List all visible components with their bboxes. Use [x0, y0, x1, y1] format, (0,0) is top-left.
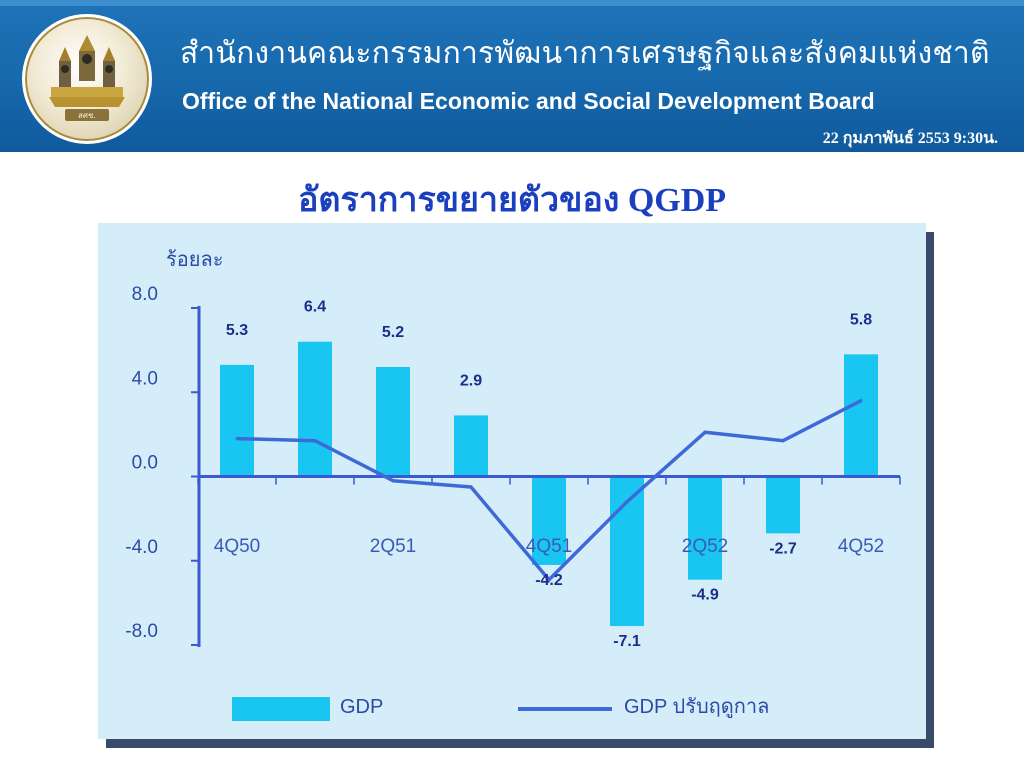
x-tick-label-4Q51: 4Q51	[526, 536, 572, 557]
y-axis-label: ร้อยละ	[166, 249, 223, 271]
x-tick-label-2Q51: 2Q51	[370, 536, 416, 557]
gdp-bar-1Q52	[610, 476, 644, 627]
nesdb-emblem-icon: สศช.	[49, 35, 125, 121]
category-labels: 4Q50 2Q51 4Q51 2Q52 4Q52	[214, 536, 884, 557]
gdp-sa-point-2Q52	[703, 430, 707, 434]
bar-value-label-1Q52: -7.1	[613, 633, 641, 650]
nesdb-logo: สศช.	[22, 14, 152, 144]
y-tick-label: -8.0	[125, 621, 158, 642]
gdp-bar-2Q52	[688, 476, 722, 580]
org-name-thai: สำนักงานคณะกรรมการพัฒนาการเศรษฐกิจและสัง…	[180, 36, 990, 71]
gdp-sa-point-4Q52	[859, 399, 863, 403]
gdp-sa-point-2Q51	[391, 479, 395, 483]
gdp-bar-3Q51	[454, 415, 488, 477]
y-tick-label: 4.0	[132, 368, 158, 389]
gdp-bar-4Q51	[532, 476, 566, 565]
x-tick-label-4Q52: 4Q52	[838, 536, 884, 557]
gdp-sa-point-3Q52	[781, 439, 785, 443]
svg-text:สศช.: สศช.	[78, 111, 96, 120]
bar-value-label-3Q52: -2.7	[769, 540, 797, 557]
y-axis-ticks: 8.0 4.0 0.0 -4.0 -8.0	[125, 284, 199, 646]
legend-label-gdp: GDP	[340, 696, 383, 718]
header-banner: สศช. สำนักงานคณะกรรมการพัฒนาการเศรษฐกิจแ…	[0, 0, 1024, 152]
gdp-bar-4Q50	[220, 364, 254, 477]
x-tick-label-2Q52: 2Q52	[682, 536, 728, 557]
org-name-english: Office of the National Economic and Soci…	[182, 88, 875, 114]
header-top-stripe	[0, 0, 1024, 6]
bar-value-label-4Q51: -4.2	[535, 572, 563, 589]
chart-axes	[197, 306, 901, 647]
chart-legend: GDP GDP ปรับฤดูกาล	[232, 696, 769, 721]
bar-value-labels: 5.3 6.4 5.2 2.9 -4.2 -7.1 -4.9 -2.7 5.8	[226, 299, 872, 650]
gdp-sa-point-1Q51	[313, 439, 317, 443]
gdp-bars	[220, 341, 878, 627]
gdp-sa-point-3Q51	[469, 485, 473, 489]
gdp-bar-3Q52	[766, 476, 800, 534]
gdp-bar-4Q52	[844, 354, 878, 477]
gdp-sa-point-4Q51	[547, 578, 551, 582]
gdp-sa-point-4Q50	[235, 437, 239, 441]
gdp-bar-2Q51	[376, 366, 410, 477]
y-tick-label: 0.0	[132, 453, 158, 474]
legend-label-gdp-sa: GDP ปรับฤดูกาล	[624, 696, 769, 719]
bar-value-label-2Q52: -4.9	[691, 587, 719, 604]
y-tick-label: -4.0	[125, 537, 158, 558]
bar-value-label-4Q50: 5.3	[226, 322, 248, 339]
gdp-sa-point-1Q52	[625, 500, 629, 504]
bar-value-label-1Q51: 6.4	[304, 299, 326, 316]
bar-value-label-2Q51: 5.2	[382, 324, 404, 341]
seasonally-adjusted-line	[235, 399, 863, 582]
gdp-bar-1Q51	[298, 341, 332, 477]
slide-title: อัตราการขยายตัวของ QGDP	[297, 182, 727, 219]
bar-value-label-3Q51: 2.9	[460, 372, 482, 389]
y-tick-label: 8.0	[132, 284, 158, 305]
x-tick-label-4Q50: 4Q50	[214, 536, 260, 557]
legend-swatch-gdp	[232, 697, 330, 721]
date-stamp: 22 กุมภาพันธ์ 2553 9:30น.	[822, 130, 998, 147]
bar-value-label-4Q52: 5.8	[850, 311, 872, 328]
